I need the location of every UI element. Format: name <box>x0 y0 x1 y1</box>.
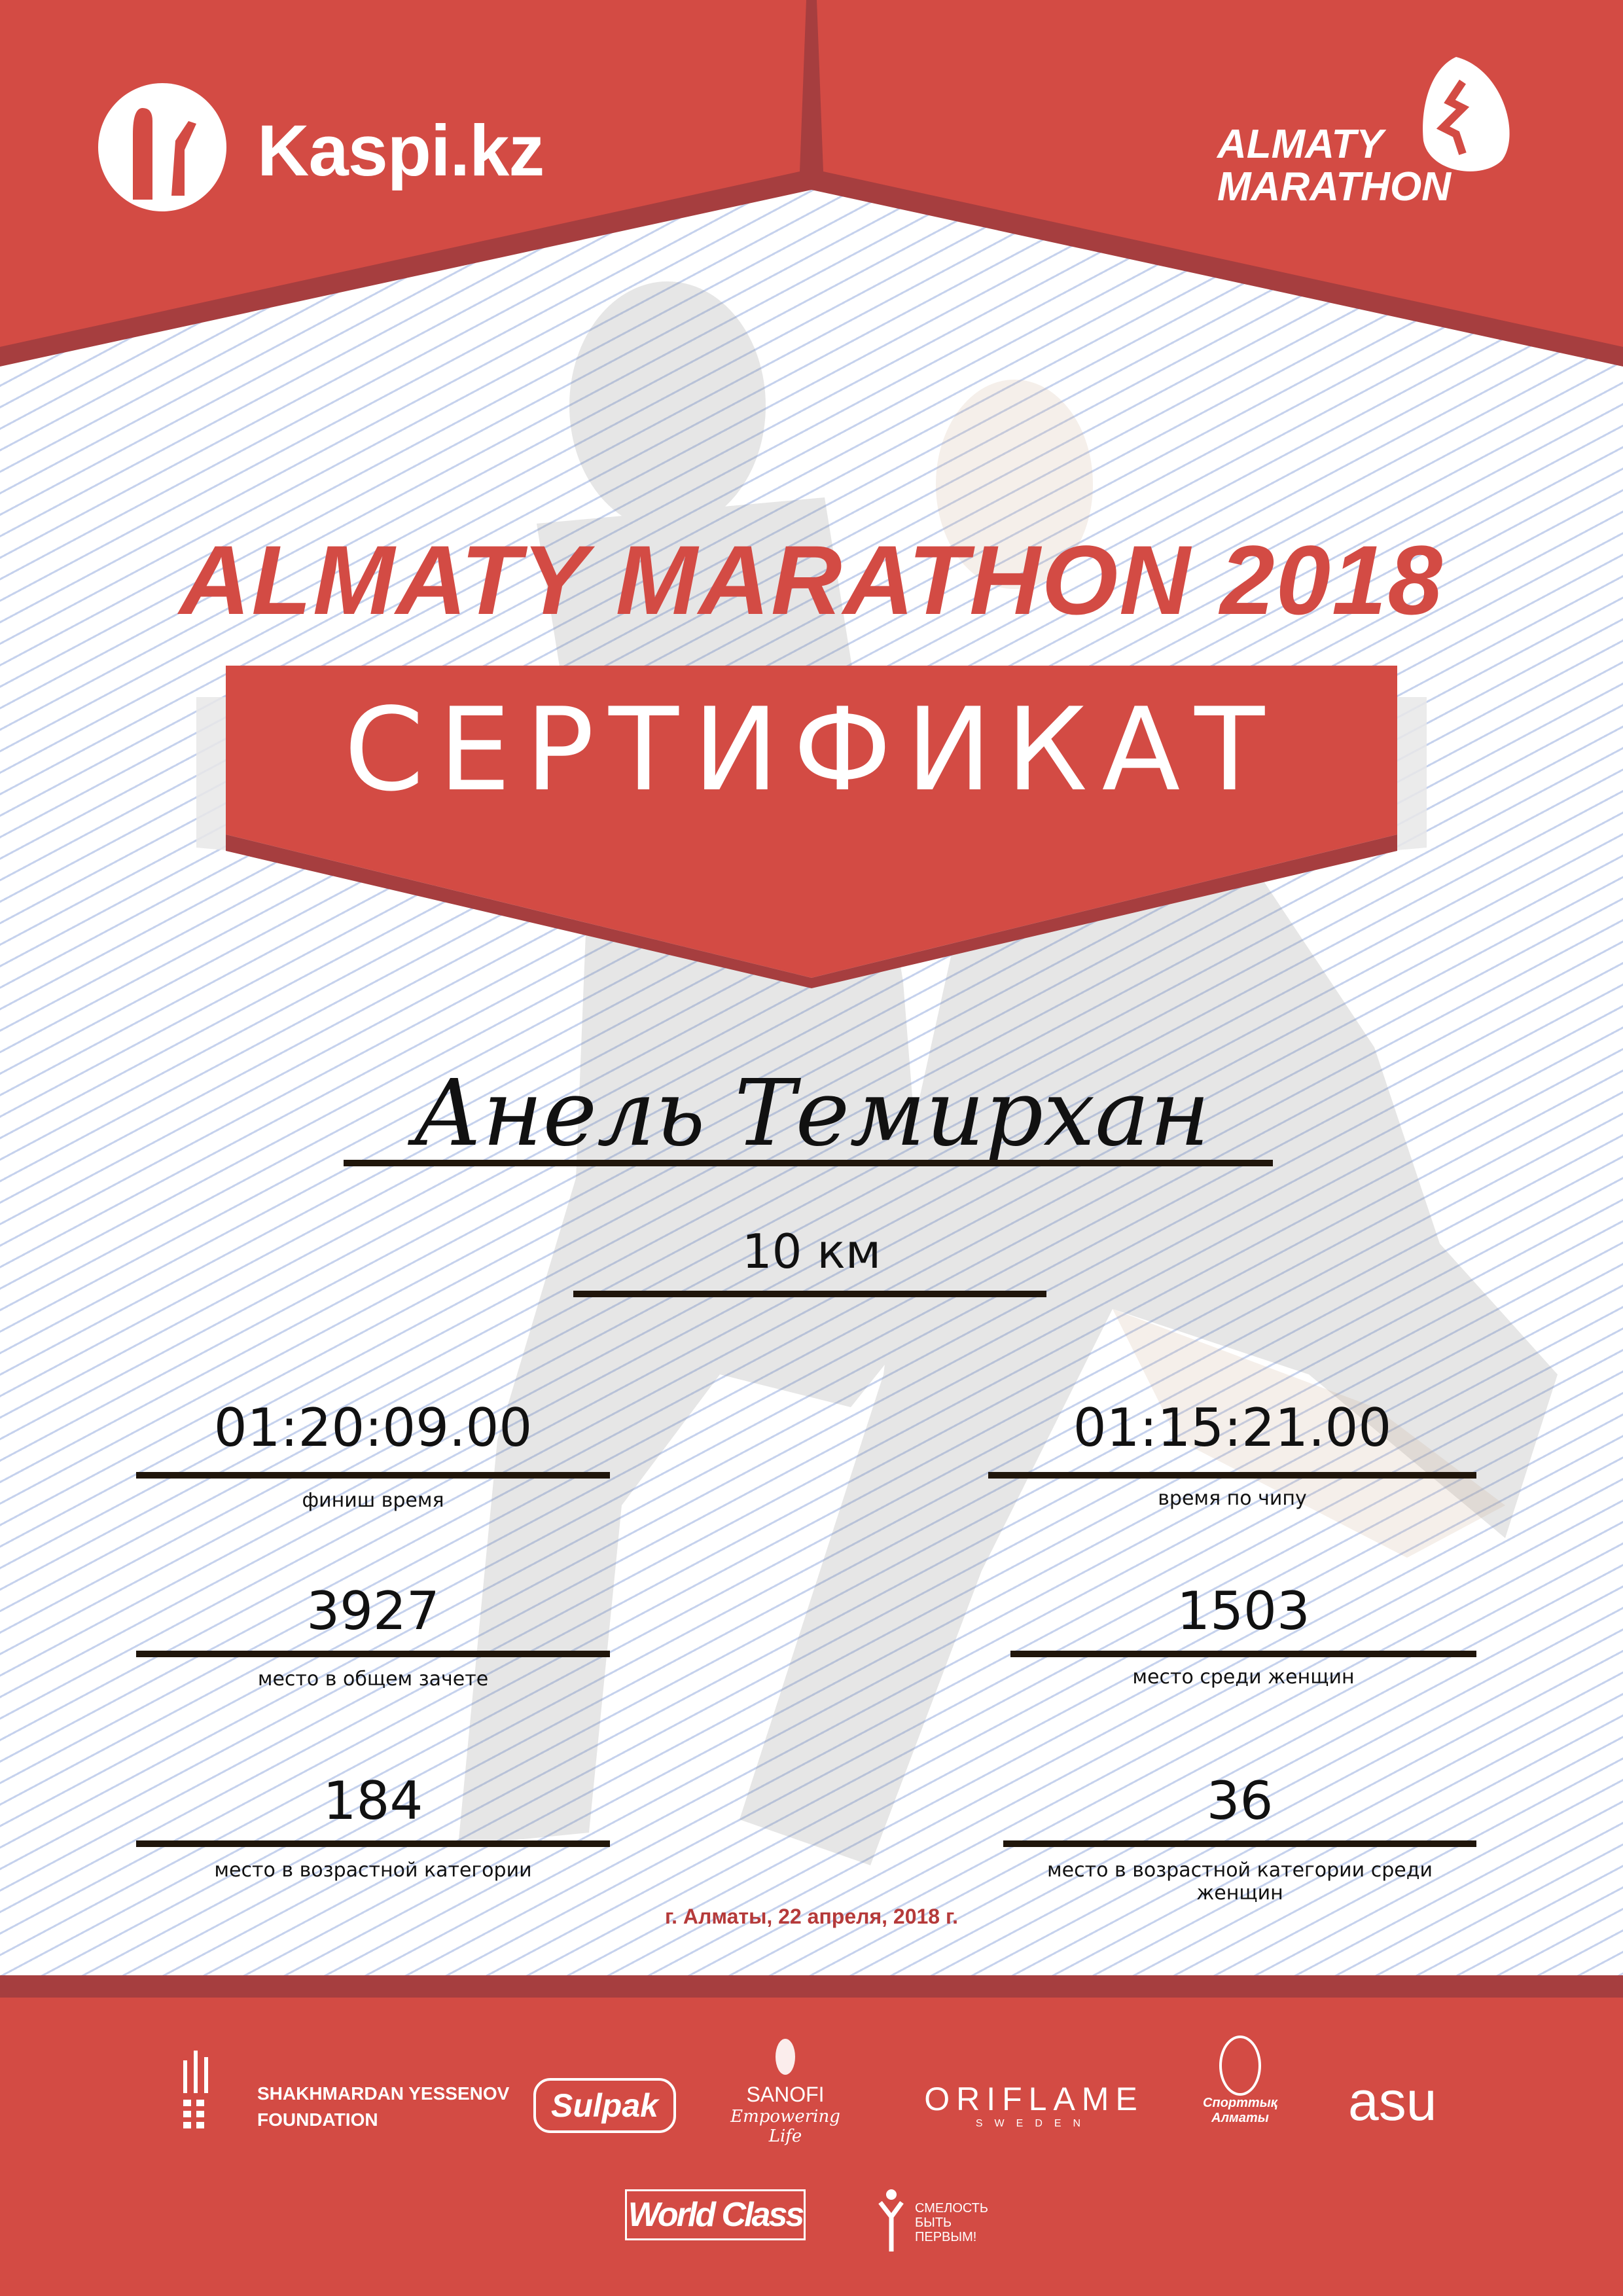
event-title: ALMATY MARATHON 2018 <box>179 525 1444 635</box>
world-class-logo: World Class <box>625 2189 806 2240</box>
fund-line2: БЫТЬ <box>915 2215 952 2230</box>
sanofi-tagline: Empowering Life <box>730 2107 840 2146</box>
result-underline <box>136 1840 610 1847</box>
distance-underline <box>573 1291 1046 1297</box>
fund-figure-icon <box>878 2189 904 2251</box>
result-underline <box>1003 1840 1476 1847</box>
result-label: финиш время <box>302 1489 444 1512</box>
result-value: 01:15:21.00 <box>1073 1397 1392 1458</box>
corporate-fund-logo: СМЕЛОСТЬ БЫТЬ ПЕРВЫМ! <box>870 2176 1014 2261</box>
runner-icon <box>1423 57 1510 171</box>
yessenov-foundation-logo: SHAKHMARDAN YESSENOV FOUNDATION <box>182 2051 509 2132</box>
kaspi-logo: Kaspi.kz <box>97 82 568 213</box>
sulpak-logo-text: Sulpak <box>551 2087 658 2124</box>
yessenov-line1: SHAKHMARDAN YESSENOV <box>257 2083 510 2104</box>
result-label: место среди женщин <box>1132 1666 1355 1689</box>
result-value: 1503 <box>1177 1581 1310 1641</box>
distance: 10 км <box>741 1224 882 1279</box>
result-value: 3927 <box>306 1581 440 1641</box>
sulpak-logo: Sulpak <box>533 2078 676 2133</box>
result-label: место в общем зачете <box>257 1668 489 1691</box>
yessenov-line2: FOUNDATION <box>257 2109 378 2130</box>
oriflame-name: ORIFLAME <box>924 2081 1144 2117</box>
kaspi-family-icon <box>98 83 226 211</box>
yessenov-bars-icon <box>183 2051 208 2128</box>
oriflame-logo: ORIFLAME SWEDEN <box>923 2080 1145 2130</box>
sport-almaty-line2: Алматы <box>1211 2111 1269 2125</box>
footer-band <box>0 1975 1623 1998</box>
certificate-heading: СЕРТИФИКАТ <box>344 684 1279 817</box>
sanofi-name: SANOFI <box>746 2083 825 2106</box>
kaspi-logo-text: Kaspi.kz <box>257 111 544 191</box>
result-label: место в возрастной категории <box>214 1859 532 1882</box>
result-underline <box>1010 1651 1476 1657</box>
result-value: 01:20:09.00 <box>213 1397 533 1458</box>
fund-line3: ПЕРВЫМ! <box>915 2230 977 2244</box>
sanofi-logo: SANOFI Empowering Life <box>720 2039 851 2146</box>
asu-logo: asu <box>1348 2070 1437 2132</box>
result-label: место в возрастной категории среди женщи… <box>1047 1859 1433 1905</box>
result-value: 36 <box>1206 1770 1274 1831</box>
footer-sponsors <box>0 1998 1623 2296</box>
sport-almaty-logo: Спорттық Алматы <box>1198 2036 1283 2126</box>
result-underline <box>136 1472 610 1479</box>
date-location: г. Алматы, 22 апреля, 2018 г. <box>665 1905 958 1928</box>
oriflame-sub: SWEDEN <box>975 2118 1093 2129</box>
result-underline <box>988 1472 1476 1479</box>
almaty-marathon-logo-line1: ALMATY <box>1217 122 1383 167</box>
participant-name: Анель Темирхан <box>413 1060 1210 1167</box>
almaty-marathon-logo: ALMATY MARATHON <box>1211 56 1525 226</box>
result-label: время по чипу <box>1158 1487 1307 1510</box>
result-value: 184 <box>323 1770 423 1831</box>
sport-almaty-emblem-icon <box>1219 2036 1261 2096</box>
almaty-marathon-logo-line2: MARATHON <box>1217 164 1452 209</box>
result-underline <box>136 1651 610 1657</box>
world-class-logo-text: World Class <box>628 2196 805 2234</box>
fund-line1: СМЕЛОСТЬ <box>915 2201 989 2215</box>
sport-almaty-line1: Спорттық <box>1203 2096 1277 2110</box>
sanofi-bird-icon <box>776 2039 795 2075</box>
name-underline <box>344 1160 1273 1166</box>
